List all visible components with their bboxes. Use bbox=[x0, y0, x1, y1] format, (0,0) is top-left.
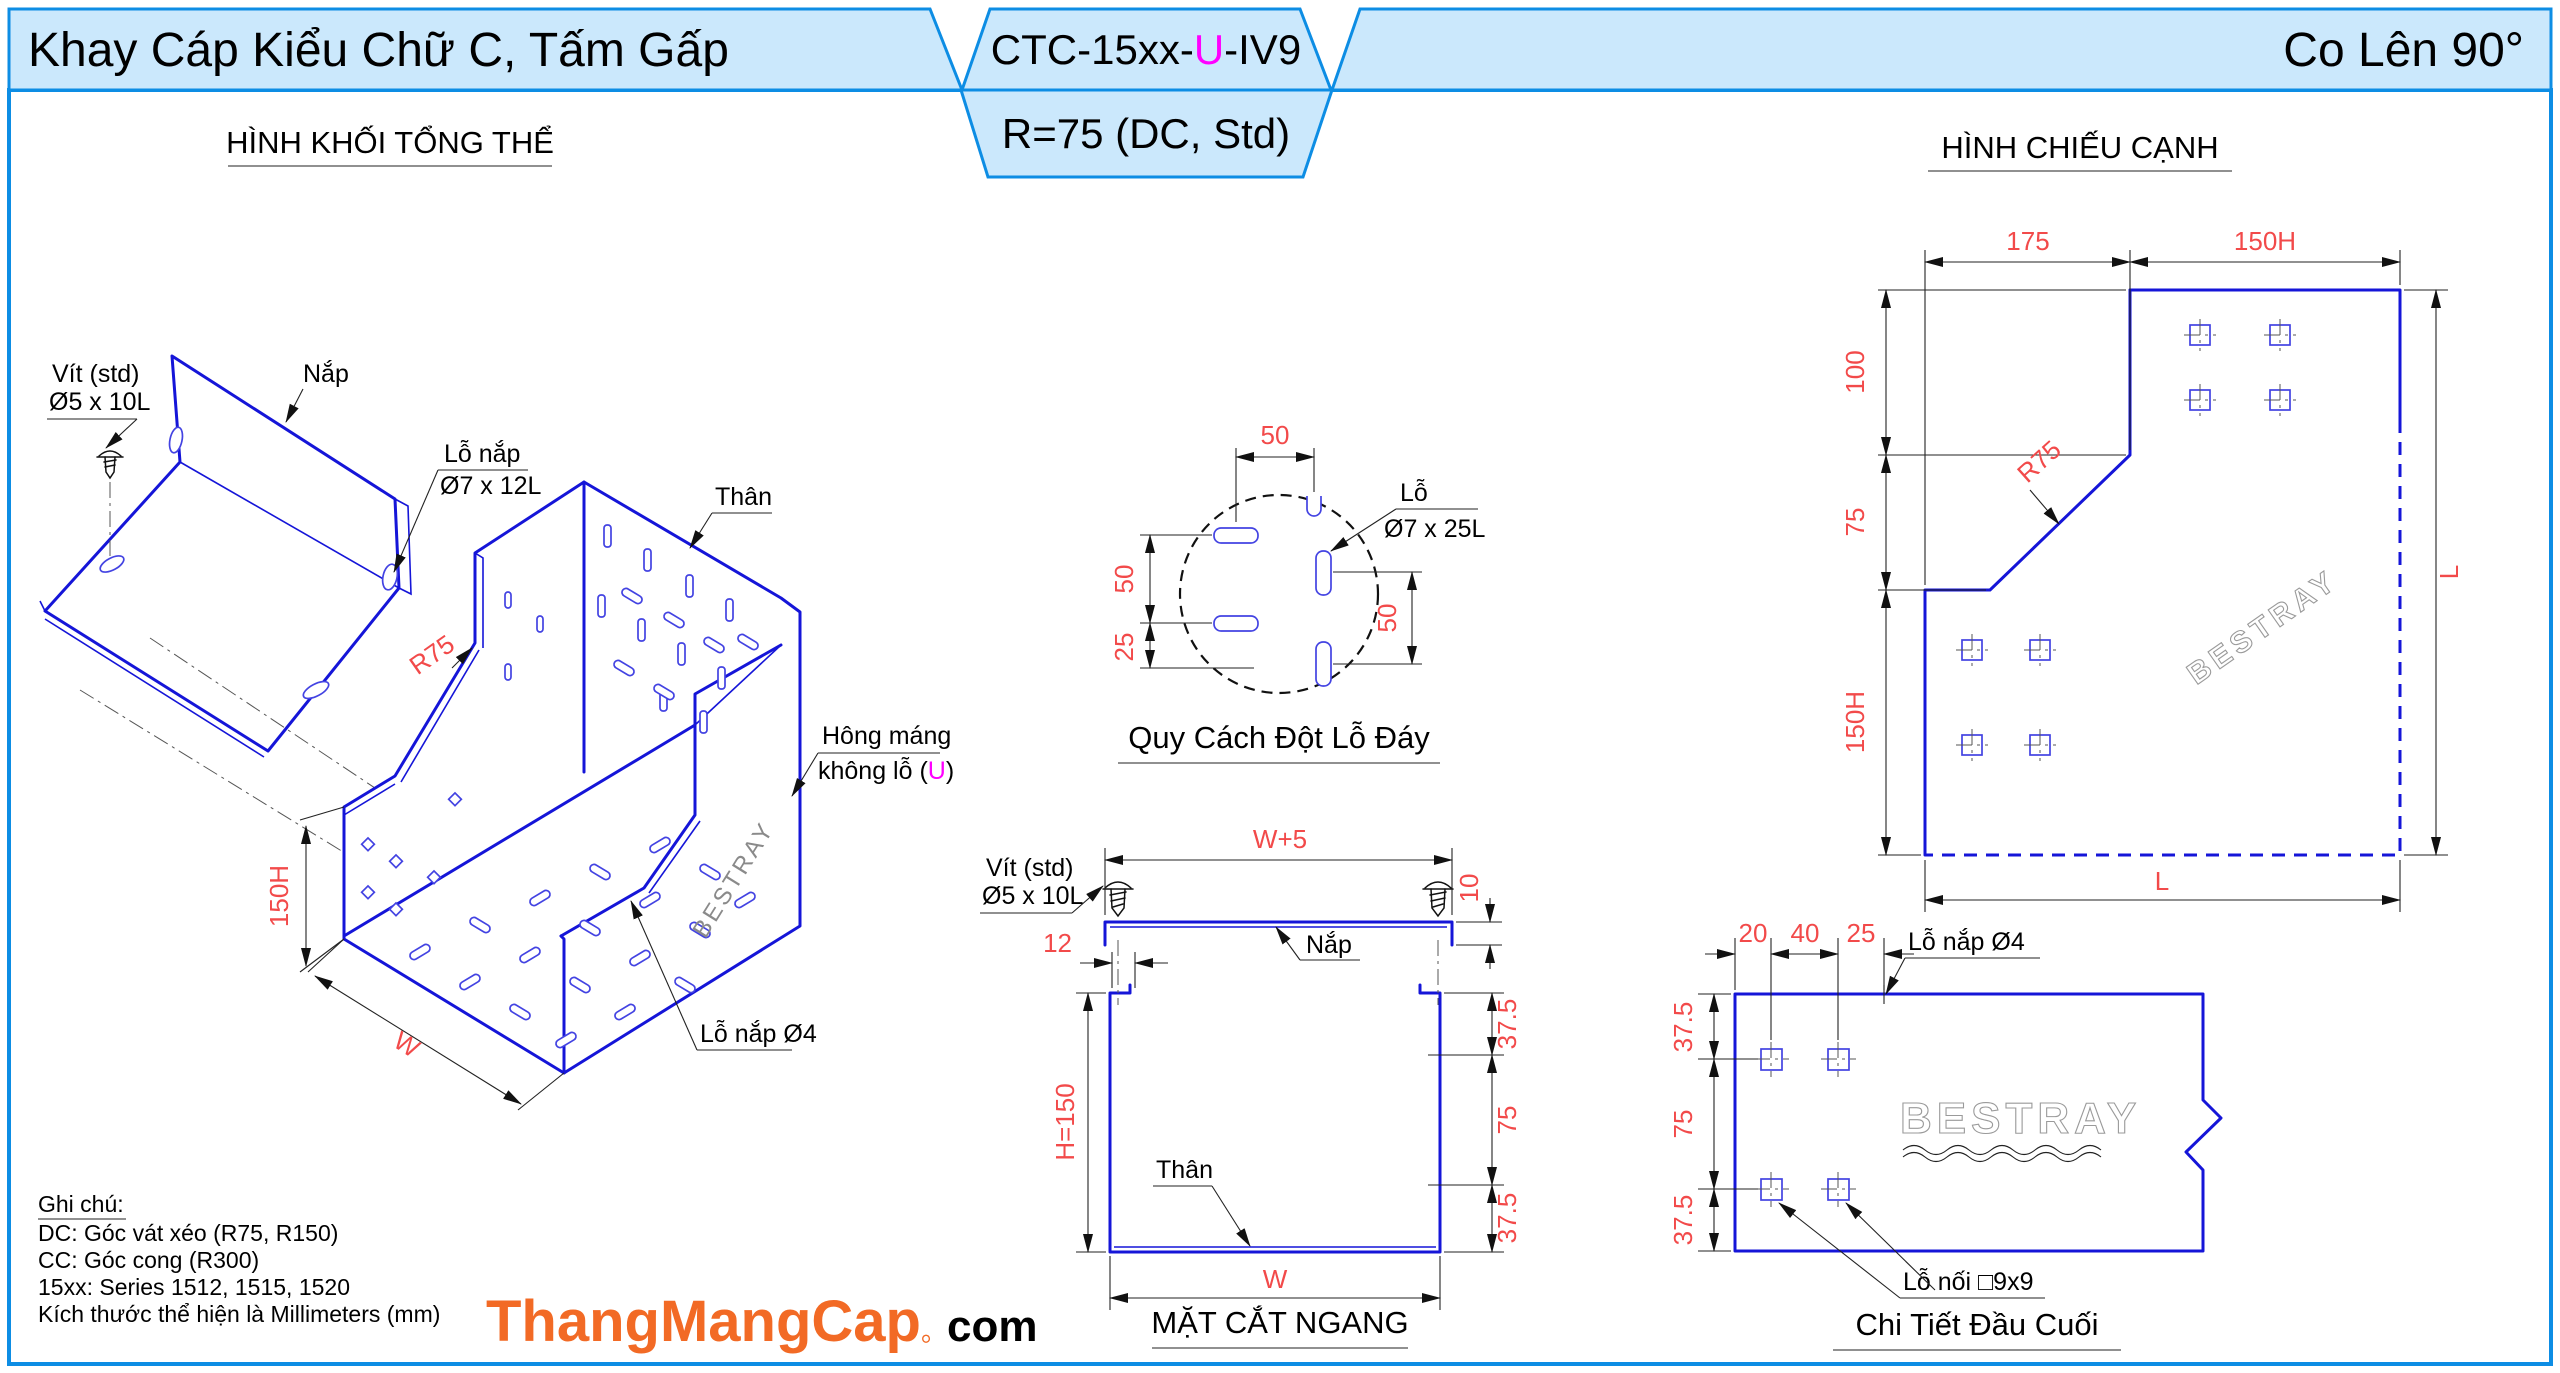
cross-dim-10: 10 bbox=[1454, 874, 1484, 903]
punch-detail-title: Quy Cách Đột Lỗ Đáy bbox=[1128, 720, 1430, 755]
end-holes bbox=[1754, 985, 1885, 1207]
cross-label-than: Thân bbox=[1156, 1156, 1213, 1184]
side-holes bbox=[1956, 319, 2296, 761]
cross-label-vit: Vít (std) bbox=[986, 854, 1074, 882]
end-dim-375a: 37.5 bbox=[1668, 1002, 1698, 1053]
iso-view: BESTRAY 150H W R75 Vít (std) Ø5 x 10L Nắ… bbox=[39, 354, 954, 1111]
end-dim-25: 25 bbox=[1847, 918, 1876, 948]
screw-icon-right bbox=[1422, 881, 1454, 918]
iso-label-nap: Nắp bbox=[303, 359, 349, 388]
punch-label-lo: Lỗ bbox=[1400, 478, 1428, 507]
end-detail: BESTRAY 20 40 25 37.5 75 37.5 bbox=[1668, 918, 2223, 1299]
cross-dim-12: 12 bbox=[1043, 928, 1072, 958]
iso-label-lonap-spec: Ø7 x 12L bbox=[440, 472, 542, 500]
end-watermark: BESTRAY bbox=[1899, 1093, 2141, 1163]
header: Khay Cáp Kiểu Chữ C, Tấm Gấp CTC-15xx-U-… bbox=[7, 7, 2553, 179]
punch-dim-top: 50 bbox=[1261, 420, 1290, 450]
iso-label-vit: Vít (std) bbox=[52, 360, 140, 388]
notes: Ghi chú: DC: Góc vát xéo (R75, R150) CC:… bbox=[38, 1191, 440, 1327]
iso-label-vit-spec: Ø5 x 10L bbox=[49, 388, 151, 416]
side-dim-l-bottom: L bbox=[2155, 866, 2169, 896]
end-label-lonap4: Lỗ nắp Ø4 bbox=[1908, 927, 2025, 956]
punch-detail: 50 50 25 50 Lỗ Ø7 x 25L bbox=[1109, 420, 1486, 695]
iso-label-than: Thân bbox=[715, 483, 772, 511]
sheet-title: Khay Cáp Kiểu Chữ C, Tấm Gấp bbox=[28, 24, 729, 77]
cross-dim-h150: H=150 bbox=[1050, 1083, 1080, 1160]
part-code: CTC-15xx-U-IV9 bbox=[991, 26, 1301, 73]
cross-section-title: MẶT CẮT NGANG bbox=[1151, 1304, 1408, 1340]
end-dim-40: 40 bbox=[1791, 918, 1820, 948]
cross-labels: Vít (std) Ø5 x 10L Nắp Thân bbox=[980, 854, 1360, 1247]
end-label-lonoi: Lỗ nối □9x9 bbox=[1903, 1267, 2033, 1296]
iso-label-hong-2: không lỗ (U) bbox=[818, 756, 954, 785]
bestray-watermark-end: BESTRAY bbox=[1900, 1094, 2141, 1143]
iso-labels: Vít (std) Ø5 x 10L Nắp Lỗ nắp Ø7 x 12L T… bbox=[47, 359, 954, 1051]
cross-label-nap: Nắp bbox=[1306, 930, 1352, 959]
end-detail-title: Chi Tiết Đầu Cuối bbox=[1856, 1307, 2099, 1342]
cross-dim-375a: 37.5 bbox=[1492, 999, 1522, 1050]
header-banner-subtitle bbox=[958, 88, 1335, 179]
iso-view-title: HÌNH KHỐI TỔNG THỂ bbox=[226, 124, 554, 160]
side-dim-150h: 150H bbox=[1840, 691, 1870, 753]
iso-label-hong: Hông máng bbox=[822, 722, 951, 750]
side-dim-150h-top: 150H bbox=[2234, 226, 2296, 256]
end-labels: Lỗ nắp Ø4 Lỗ nối □9x9 bbox=[1778, 927, 2045, 1299]
punch-label-spec: Ø7 x 25L bbox=[1384, 515, 1486, 543]
punch-dim-left: 50 bbox=[1109, 565, 1139, 594]
end-dim-75: 75 bbox=[1668, 1110, 1698, 1139]
logo-text: ThangMangCap。com bbox=[486, 1289, 1037, 1354]
note-line-4: Kích thước thể hiện là Millimeters (mm) bbox=[38, 1301, 440, 1327]
perforation-slots-upper bbox=[504, 524, 759, 734]
part-subtitle: R=75 (DC, Std) bbox=[1002, 110, 1290, 157]
end-dim-20: 20 bbox=[1739, 918, 1768, 948]
cross-dimensions: W+5 10 12 37.5 75 37.5 H=150 bbox=[1043, 824, 1522, 1310]
iso-dim-150h: 150H bbox=[264, 865, 294, 927]
notes-heading: Ghi chú: bbox=[38, 1191, 124, 1217]
punch-dim-right: 50 bbox=[1372, 604, 1402, 633]
cross-section: W+5 10 12 37.5 75 37.5 H=150 bbox=[980, 824, 1522, 1310]
iso-body: BESTRAY bbox=[342, 480, 802, 1075]
perforation-slots-floor bbox=[409, 836, 756, 1049]
screw-icon bbox=[96, 450, 124, 480]
note-line-2: CC: Góc cong (R300) bbox=[38, 1247, 259, 1273]
end-dimensions: 20 40 25 37.5 75 37.5 bbox=[1668, 918, 1914, 1252]
cross-dim-75: 75 bbox=[1492, 1106, 1522, 1135]
punch-dimensions: 50 50 25 50 bbox=[1109, 420, 1422, 669]
iso-label-lonap: Lỗ nắp bbox=[444, 439, 520, 468]
side-view-title: HÌNH CHIẾU CẠNH bbox=[1941, 130, 2218, 165]
punch-label: Lỗ Ø7 x 25L bbox=[1330, 478, 1486, 552]
punch-dim-left2: 25 bbox=[1109, 633, 1139, 662]
side-dim-175: 175 bbox=[2006, 226, 2049, 256]
header-banner-right bbox=[1329, 7, 2553, 92]
side-dim-100: 100 bbox=[1840, 350, 1870, 393]
note-line-3: 15xx: Series 1512, 1515, 1520 bbox=[38, 1274, 350, 1300]
section-titles: HÌNH KHỐI TỔNG THỂ HÌNH CHIẾU CẠNH Quy C… bbox=[226, 124, 2232, 1351]
side-dim-75: 75 bbox=[1840, 508, 1870, 537]
iso-label-lonap4: Lỗ nắp Ø4 bbox=[700, 1019, 817, 1048]
perforation-slots-wall bbox=[360, 791, 463, 917]
screw-icon-left bbox=[1102, 881, 1134, 918]
side-dim-l-right: L bbox=[2434, 565, 2464, 579]
cross-label-vit-spec: Ø5 x 10L bbox=[982, 882, 1084, 910]
cross-dim-w5: W+5 bbox=[1253, 824, 1307, 854]
end-dim-375b: 37.5 bbox=[1668, 1195, 1698, 1246]
iso-lid bbox=[39, 354, 412, 758]
cross-dim-375b: 37.5 bbox=[1492, 1193, 1522, 1244]
cross-dim-w: W bbox=[1263, 1264, 1288, 1294]
note-line-1: DC: Góc vát xéo (R75, R150) bbox=[38, 1220, 338, 1246]
brand-logo: ThangMangCap。com bbox=[486, 1289, 1037, 1354]
fitting-type: Co Lên 90° bbox=[2283, 24, 2524, 77]
